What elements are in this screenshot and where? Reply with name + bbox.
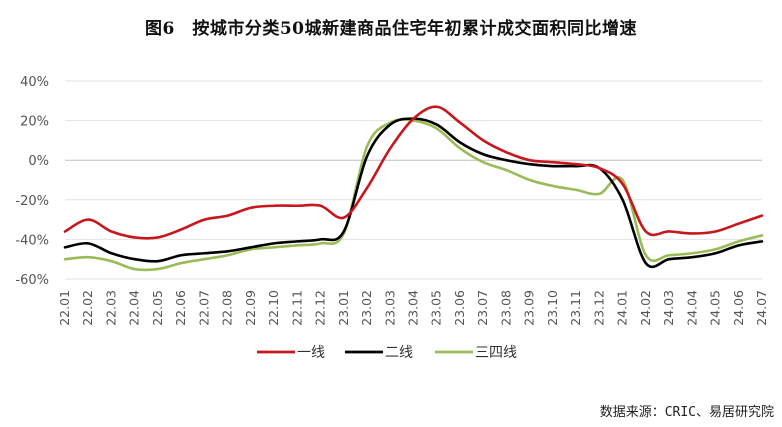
- x-tick-label: 22.10: [266, 290, 281, 326]
- x-tick-label: 22.12: [313, 290, 328, 326]
- y-tick-label: -60%: [15, 273, 49, 288]
- x-tick-label: 22.04: [127, 290, 142, 326]
- y-axis: -60% -40% -20% 0% 20% 40%: [15, 75, 49, 288]
- grid-lines: [65, 80, 762, 280]
- x-tick-label: 22.09: [243, 290, 258, 326]
- x-tick-label: 24.02: [638, 290, 653, 326]
- series-lines: [63, 105, 764, 272]
- x-tick-label: 23.09: [522, 290, 537, 326]
- x-tick-label: 22.01: [57, 290, 72, 326]
- y-tick-label: 40%: [20, 75, 49, 90]
- legend: 一线 二线 三四线: [257, 345, 517, 361]
- x-tick-label: 24.04: [684, 290, 699, 326]
- y-tick-label: 20%: [20, 115, 49, 130]
- legend-label-0: 一线: [297, 345, 325, 361]
- x-tick-label: 23.05: [429, 290, 444, 326]
- x-tick-label: 24.05: [708, 290, 723, 326]
- x-tick-label: 22.08: [220, 290, 235, 326]
- x-tick-label: 23.03: [382, 290, 397, 326]
- x-tick-label: 22.02: [80, 290, 95, 326]
- legend-label-1: 二线: [385, 345, 413, 361]
- x-tick-label: 23.01: [336, 290, 351, 326]
- legend-label-2: 三四线: [475, 345, 517, 361]
- series-line-0: [63, 105, 764, 240]
- series-line-1: [63, 117, 764, 269]
- x-tick-label: 23.10: [545, 290, 560, 326]
- x-tick-label: 23.04: [406, 290, 421, 326]
- chart-title: 图6 按城市分类50城新建商品住宅年初累计成交面积同比增速: [145, 19, 637, 39]
- x-tick-label: 24.07: [754, 290, 769, 326]
- x-tick-label: 22.06: [173, 290, 188, 326]
- x-tick-label: 22.11: [289, 290, 304, 326]
- x-tick-label: 24.03: [661, 290, 676, 326]
- x-tick-label: 23.11: [568, 290, 583, 326]
- x-tick-label: 24.06: [731, 290, 746, 326]
- x-axis: 22.01 22.02 22.03 22.04 22.05 22.06 22.07 22.08…: [57, 290, 769, 326]
- x-tick-label: 22.07: [196, 290, 211, 326]
- series-line-2: [63, 118, 764, 272]
- y-tick-label: -20%: [15, 194, 49, 209]
- y-tick-label: -40%: [15, 233, 49, 248]
- y-tick-label: 0%: [28, 154, 49, 169]
- source-note: 数据来源：CRIC、易居研究院: [599, 405, 774, 420]
- x-tick-label: 22.05: [150, 290, 165, 326]
- x-tick-label: 23.07: [475, 290, 490, 326]
- x-tick-label: 23.06: [452, 290, 467, 326]
- x-tick-label: 23.12: [591, 290, 606, 326]
- x-tick-label: 22.03: [103, 290, 118, 326]
- x-tick-label: 24.01: [615, 290, 630, 326]
- x-tick-label: 23.02: [359, 290, 374, 326]
- x-tick-label: 23.08: [498, 290, 513, 326]
